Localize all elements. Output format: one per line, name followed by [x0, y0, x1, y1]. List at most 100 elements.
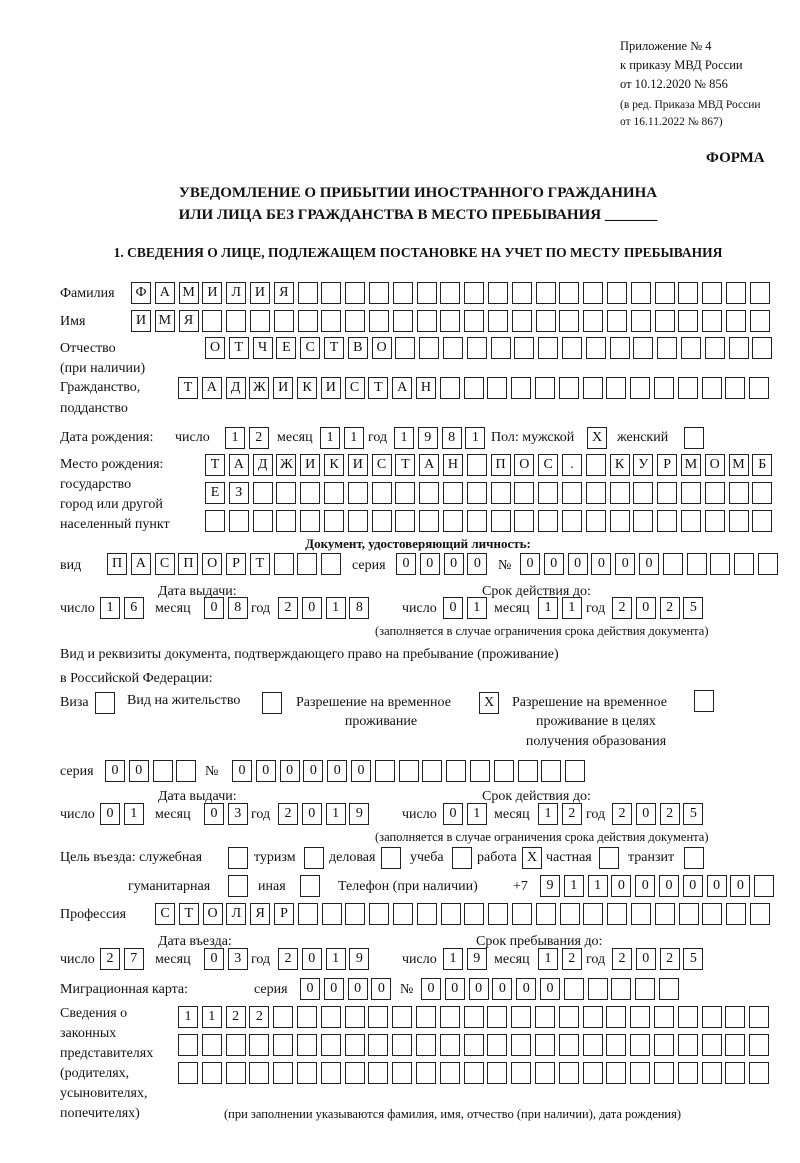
char-box[interactable]: [678, 282, 699, 304]
char-box[interactable]: [511, 1062, 532, 1084]
char-box[interactable]: [585, 510, 606, 532]
char-box[interactable]: 2: [278, 948, 298, 970]
char-box[interactable]: [252, 510, 273, 532]
char-box[interactable]: [678, 903, 699, 925]
char-box[interactable]: 3: [227, 948, 248, 970]
char-box[interactable]: 1: [563, 875, 584, 897]
char-box[interactable]: [463, 1062, 484, 1084]
char-box[interactable]: [446, 760, 467, 782]
char-box[interactable]: [558, 1006, 579, 1028]
char-box[interactable]: 0: [232, 760, 252, 782]
char-box[interactable]: 0: [635, 948, 656, 970]
char-box[interactable]: О: [202, 553, 223, 575]
char-box[interactable]: [493, 760, 514, 782]
char-box[interactable]: О: [205, 337, 225, 359]
char-box[interactable]: [630, 903, 651, 925]
char-box[interactable]: [490, 337, 511, 359]
char-box[interactable]: 0: [543, 553, 564, 575]
char-box[interactable]: X: [522, 847, 542, 869]
char-box[interactable]: [585, 454, 606, 476]
char-box[interactable]: 2: [248, 427, 269, 449]
char-box[interactable]: [202, 310, 223, 332]
char-box[interactable]: 0: [635, 803, 656, 825]
char-box[interactable]: [658, 978, 679, 1000]
char-box[interactable]: [633, 510, 654, 532]
char-box[interactable]: [725, 282, 746, 304]
char-box[interactable]: [320, 1034, 341, 1056]
char-box[interactable]: [368, 1062, 389, 1084]
char-box[interactable]: [490, 482, 511, 504]
char-box[interactable]: А: [392, 377, 413, 399]
char-box[interactable]: [534, 1006, 555, 1028]
char-box[interactable]: [702, 310, 723, 332]
char-box[interactable]: [228, 510, 249, 532]
char-box[interactable]: [368, 1034, 389, 1056]
char-box[interactable]: [606, 377, 627, 399]
char-box[interactable]: [734, 553, 755, 575]
char-box[interactable]: Я: [178, 310, 199, 332]
char-box[interactable]: [392, 1062, 413, 1084]
char-box[interactable]: [273, 1034, 294, 1056]
char-box[interactable]: [321, 310, 342, 332]
char-box[interactable]: Б: [752, 454, 773, 476]
char-box[interactable]: 9: [349, 948, 370, 970]
char-box[interactable]: [439, 1034, 460, 1056]
char-box[interactable]: [273, 1006, 294, 1028]
purpose-other-checkbox[interactable]: [300, 875, 320, 897]
visa-checkbox[interactable]: [95, 692, 115, 714]
char-box[interactable]: М: [728, 454, 749, 476]
char-box[interactable]: [300, 482, 321, 504]
char-box[interactable]: 0: [204, 597, 224, 619]
char-box[interactable]: 0: [204, 948, 224, 970]
char-box[interactable]: [419, 482, 440, 504]
char-box[interactable]: [464, 310, 485, 332]
char-box[interactable]: [541, 760, 562, 782]
char-box[interactable]: Ч: [252, 337, 273, 359]
char-box[interactable]: [511, 1006, 532, 1028]
char-box[interactable]: [296, 1006, 317, 1028]
char-box[interactable]: 0: [327, 760, 348, 782]
char-box[interactable]: [320, 1006, 341, 1028]
char-box[interactable]: [511, 282, 532, 304]
char-box[interactable]: [487, 282, 508, 304]
char-box[interactable]: К: [323, 454, 344, 476]
char-box[interactable]: 1: [465, 427, 486, 449]
char-box[interactable]: [582, 1062, 603, 1084]
char-box[interactable]: [514, 337, 535, 359]
char-box[interactable]: [452, 847, 472, 869]
char-box[interactable]: [680, 510, 701, 532]
char-box[interactable]: [561, 337, 582, 359]
char-box[interactable]: [95, 692, 115, 714]
char-box[interactable]: [757, 553, 778, 575]
char-box[interactable]: 2: [278, 803, 298, 825]
char-box[interactable]: [725, 377, 746, 399]
char-box[interactable]: 1: [561, 597, 582, 619]
char-box[interactable]: [415, 1062, 436, 1084]
char-box[interactable]: [599, 847, 619, 869]
char-box[interactable]: [752, 337, 773, 359]
char-box[interactable]: В: [347, 337, 368, 359]
char-box[interactable]: 0: [443, 553, 464, 575]
char-box[interactable]: [657, 337, 678, 359]
char-box[interactable]: Р: [273, 903, 294, 925]
char-box[interactable]: [297, 553, 318, 575]
char-box[interactable]: [469, 760, 490, 782]
char-box[interactable]: [511, 1034, 532, 1056]
char-box[interactable]: [323, 482, 344, 504]
purpose-service-checkbox[interactable]: [228, 847, 248, 869]
char-box[interactable]: [558, 1062, 579, 1084]
char-box[interactable]: [228, 847, 248, 869]
char-box[interactable]: 0: [615, 553, 636, 575]
char-box[interactable]: [276, 510, 297, 532]
char-box[interactable]: [416, 310, 437, 332]
char-box[interactable]: А: [419, 454, 440, 476]
char-box[interactable]: [345, 282, 366, 304]
